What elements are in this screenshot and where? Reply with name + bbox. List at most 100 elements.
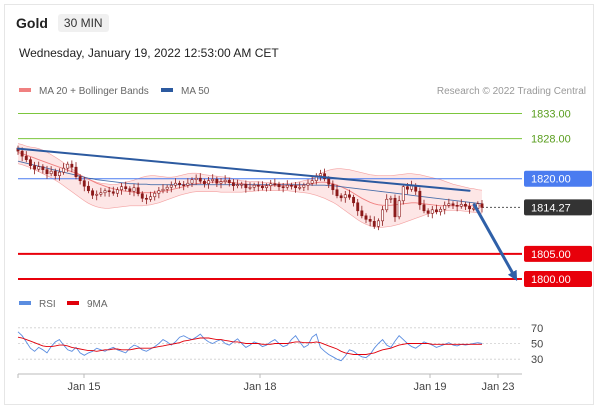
- candle-body: [269, 183, 273, 187]
- candle-body: [273, 183, 277, 186]
- rsi-line: [17, 331, 483, 362]
- candle-body: [381, 209, 385, 222]
- candle-body: [86, 185, 90, 192]
- candle-body: [318, 173, 322, 176]
- candle-body: [74, 166, 78, 177]
- candle-body: [256, 184, 260, 187]
- candle-body: [57, 171, 61, 176]
- candle-body: [468, 205, 472, 210]
- rsi-legend-label-1: 9MA: [87, 299, 108, 310]
- candle-body: [376, 220, 380, 227]
- candle-body: [364, 215, 368, 220]
- candle-body: [41, 166, 45, 170]
- candle-body: [430, 209, 434, 214]
- candle-body: [397, 200, 401, 218]
- level-tag-1805.00: 1805.00: [531, 249, 571, 261]
- rsi-9ma-line: [17, 336, 482, 355]
- level-tag-1800.00: 1800.00: [531, 274, 571, 286]
- candle-body: [236, 184, 240, 187]
- candle-body: [107, 190, 111, 193]
- candle-body: [207, 180, 211, 185]
- candle-body: [277, 183, 281, 188]
- candle-body: [372, 221, 376, 227]
- timeframe-badge[interactable]: 30 MIN: [57, 14, 109, 32]
- candle-body: [202, 180, 206, 185]
- candle-body: [422, 204, 426, 212]
- candle-body: [368, 219, 372, 222]
- candle-body: [289, 184, 293, 187]
- candle-body: [455, 204, 459, 207]
- candle-body: [186, 182, 190, 186]
- level-tag-bg-1800.00: [524, 270, 592, 287]
- legend-swatch-0: [19, 88, 31, 92]
- datetime-label: Wednesday, January 19, 2022 12:53:00 AM …: [19, 46, 279, 60]
- candle-body: [385, 198, 389, 211]
- candle-body: [45, 169, 49, 174]
- level-tag-1820.00: 1820.00: [531, 174, 571, 186]
- candle-body: [149, 196, 153, 200]
- candle-body: [298, 186, 302, 189]
- candle-body: [157, 190, 161, 194]
- level-tag-bg-1820.00: [524, 170, 592, 187]
- candle-body: [265, 185, 269, 189]
- level-lines: [18, 113, 522, 280]
- x-axis: Jan 15 Jan 18 Jan 19 Jan 23: [17, 373, 522, 393]
- rsi-legend: RSI 9MA: [19, 299, 108, 310]
- candle-body: [194, 177, 198, 181]
- candle-body: [128, 188, 132, 192]
- candle-body: [99, 192, 103, 195]
- candle-body: [459, 203, 463, 207]
- candle-body: [173, 182, 177, 186]
- candle-body: [227, 179, 231, 184]
- candle-body: [352, 196, 356, 204]
- legend-swatch-1: [161, 88, 173, 92]
- candle-body: [306, 182, 310, 186]
- candle-body: [463, 203, 467, 207]
- candle-body: [480, 203, 484, 208]
- candle-body: [244, 183, 248, 189]
- rsi-tick-70: 70: [531, 323, 543, 335]
- candle-body: [165, 186, 169, 190]
- price-candles: [16, 145, 484, 231]
- candle-body: [182, 184, 186, 187]
- candle-body: [240, 183, 244, 186]
- candle-body: [343, 194, 347, 199]
- candle-body: [115, 189, 119, 194]
- rsi-legend-label-0: RSI: [39, 299, 56, 310]
- candle-body: [434, 209, 438, 213]
- level-tag-bg-1805.00: [524, 245, 592, 262]
- candle-body: [439, 208, 443, 213]
- candle-body: [78, 176, 82, 182]
- candle-body: [327, 178, 331, 185]
- candle-body: [132, 187, 136, 192]
- candle-body: [140, 193, 144, 199]
- rsi-tick-30: 30: [531, 354, 543, 366]
- candle-body: [20, 150, 24, 157]
- candle-body: [169, 184, 173, 188]
- x-tick-label-1: Jan 18: [243, 381, 276, 393]
- candle-body: [393, 197, 397, 218]
- level-tag-1833.00: 1833.00: [531, 109, 571, 121]
- candle-body: [82, 180, 86, 187]
- candle-body: [178, 182, 182, 186]
- candle-body: [443, 204, 447, 210]
- credit-text: Research © 2022 Trading Central: [437, 86, 586, 97]
- candle-body: [447, 203, 451, 206]
- candle-body: [356, 202, 360, 212]
- candle-body: [401, 186, 405, 202]
- projection-arrow: [472, 203, 518, 281]
- rsi-legend-swatch-1: [67, 301, 79, 305]
- candle-body: [219, 181, 223, 184]
- candle-body: [285, 184, 289, 188]
- candle-body: [331, 183, 335, 191]
- level-tag-bg-1814.27: [524, 199, 592, 216]
- candle-body: [335, 189, 339, 197]
- candle-body: [91, 190, 95, 196]
- candle-body: [451, 203, 455, 206]
- candle-body: [53, 170, 57, 176]
- candle-body: [310, 180, 314, 184]
- candle-body: [28, 159, 32, 166]
- candle-body: [111, 191, 115, 194]
- header: Gold 30 MIN: [16, 14, 109, 32]
